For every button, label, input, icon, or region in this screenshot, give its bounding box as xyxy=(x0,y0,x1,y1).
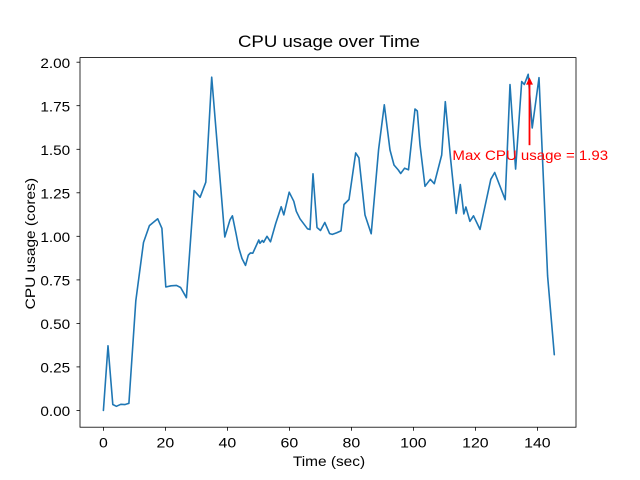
svg-text:1.25: 1.25 xyxy=(40,186,70,202)
svg-text:80: 80 xyxy=(343,435,361,451)
svg-text:100: 100 xyxy=(400,435,427,451)
svg-text:Max CPU usage = 1.93: Max CPU usage = 1.93 xyxy=(452,147,608,163)
svg-text:0.00: 0.00 xyxy=(40,403,70,419)
svg-text:0.25: 0.25 xyxy=(40,360,70,376)
svg-text:1.75: 1.75 xyxy=(40,98,70,114)
svg-text:Time (sec): Time (sec) xyxy=(293,453,365,469)
svg-text:1.00: 1.00 xyxy=(40,229,70,245)
svg-text:120: 120 xyxy=(462,435,489,451)
svg-text:40: 40 xyxy=(219,435,237,451)
svg-text:1.50: 1.50 xyxy=(40,142,70,158)
svg-text:CPU usage over Time: CPU usage over Time xyxy=(238,32,420,51)
svg-text:0.50: 0.50 xyxy=(40,316,70,332)
svg-text:0: 0 xyxy=(99,435,108,451)
svg-text:20: 20 xyxy=(157,435,175,451)
svg-text:0.75: 0.75 xyxy=(40,273,70,289)
svg-text:CPU usage (cores): CPU usage (cores) xyxy=(22,178,38,309)
svg-text:2.00: 2.00 xyxy=(40,55,70,71)
svg-text:60: 60 xyxy=(281,435,299,451)
svg-text:140: 140 xyxy=(524,435,551,451)
